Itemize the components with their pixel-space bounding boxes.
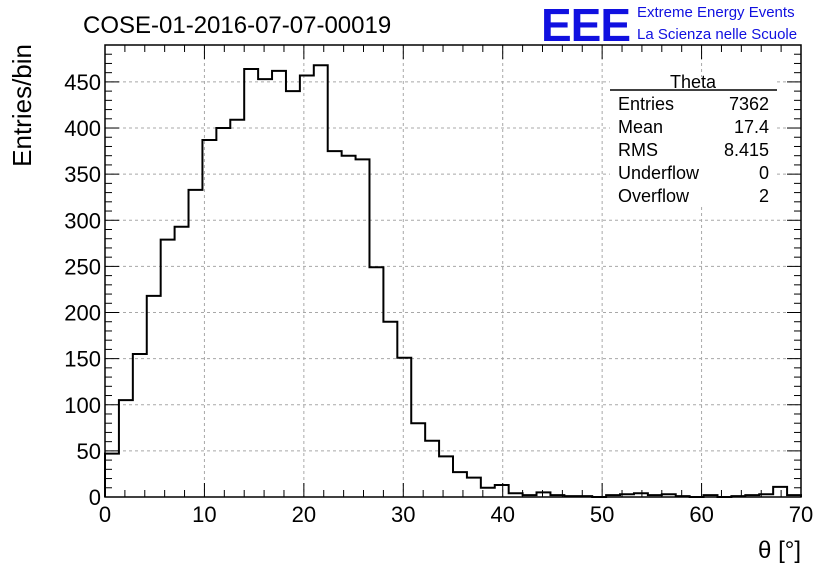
grid-lines (105, 45, 801, 497)
x-tick-label: 50 (590, 502, 614, 527)
x-tick-label: 0 (99, 502, 111, 527)
stats-box-title: Theta (670, 72, 717, 92)
y-tick-label: 0 (89, 485, 101, 510)
y-axis-label: Entries/bin (7, 44, 37, 167)
eee-logo-mark: EEE (541, 0, 630, 51)
x-tick-labels: 0 10 20 30 40 50 60 70 (99, 502, 813, 527)
eee-logo: EEE Extreme Energy Events La Scienza nel… (541, 0, 797, 51)
stats-mean-value: 17.4 (734, 117, 769, 137)
stats-underflow-value: 0 (759, 163, 769, 183)
y-tick-label: 200 (64, 301, 101, 326)
x-tick-label: 60 (689, 502, 713, 527)
y-tick-label: 100 (64, 393, 101, 418)
stats-overflow-label: Overflow (618, 186, 690, 206)
plot-frame (104, 44, 802, 498)
stats-box-background (610, 77, 777, 207)
eee-logo-line2: La Scienza nelle Scuole (637, 26, 797, 43)
y-tick-label: 400 (64, 116, 101, 141)
stats-entries-label: Entries (618, 94, 674, 114)
stats-underflow-label: Underflow (618, 163, 700, 183)
x-tick-label: 30 (391, 502, 415, 527)
stats-entries-value: 7362 (729, 94, 769, 114)
x-tick-label: 70 (789, 502, 813, 527)
x-tick-label: 20 (292, 502, 316, 527)
y-tick-label: 350 (64, 162, 101, 187)
y-tick-label: 300 (64, 208, 101, 233)
y-tick-label: 450 (64, 70, 101, 95)
stats-box: Theta Entries 7362 Mean 17.4 RMS 8.415 U… (610, 72, 777, 207)
x-tick-label: 10 (192, 502, 216, 527)
y-tick-labels: 0 50 100 150 200 250 300 350 400 450 (64, 70, 101, 510)
y-tick-label: 50 (77, 439, 101, 464)
chart-title: COSE-01-2016-07-07-00019 (83, 12, 391, 39)
stats-mean-label: Mean (618, 117, 663, 137)
x-tick-label: 40 (490, 502, 514, 527)
y-tick-label: 250 (64, 254, 101, 279)
y-tick-label: 150 (64, 347, 101, 372)
stats-rms-value: 8.415 (724, 140, 769, 160)
eee-logo-line1: Extreme Energy Events (637, 4, 795, 21)
axis-ticks (104, 44, 802, 498)
stats-overflow-value: 2 (759, 186, 769, 206)
x-axis-label: θ [°] (758, 537, 801, 564)
stats-rms-label: RMS (618, 140, 658, 160)
